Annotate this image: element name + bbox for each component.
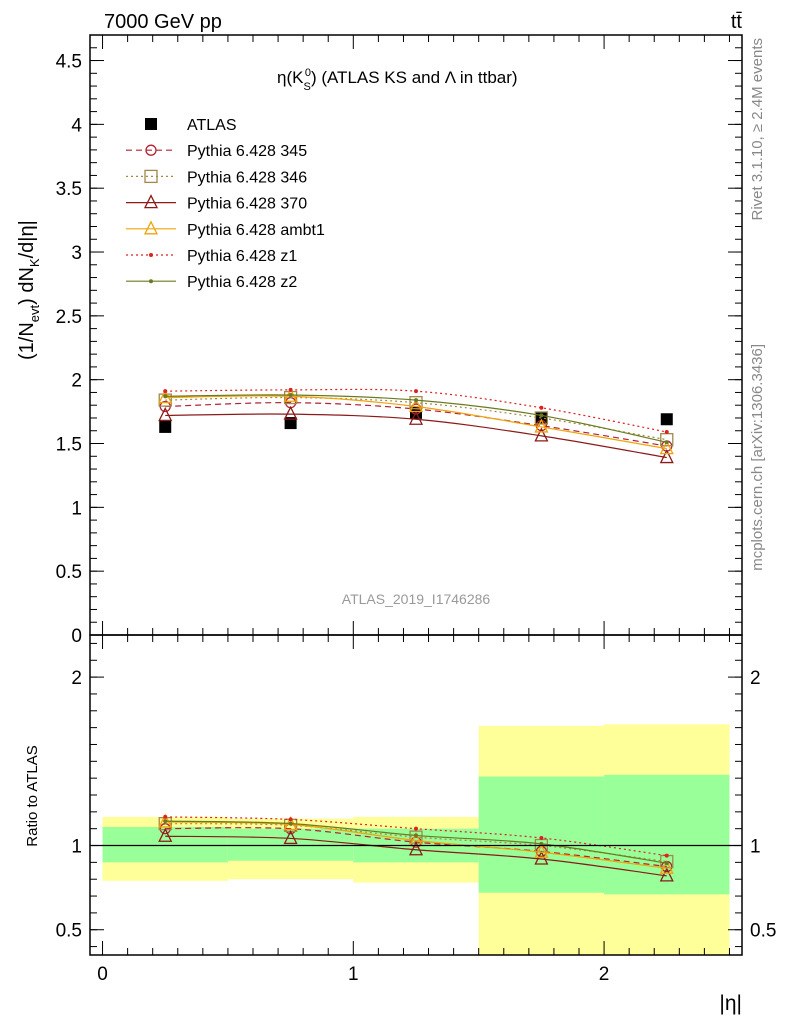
collision-label: 7000 GeV pp — [104, 11, 222, 33]
rivet-label: Rivet 3.1.10, ≥ 2.4M events — [749, 38, 766, 221]
main-point-pythia-6-428-z2-2 — [414, 398, 418, 403]
main-point-pythia-6-428-346-3 — [534, 411, 549, 425]
main-point-pythia-6-428-370-0 — [158, 406, 173, 422]
ratio-point-pythia-6-428-z1-2 — [414, 826, 418, 831]
ratio-ytick-label-right-1: 1 — [750, 837, 761, 858]
main-ytick-label-6: 3 — [71, 243, 82, 264]
main-point-pythia-6-428-370-2 — [408, 410, 424, 425]
main-point-pythia-6-428-z2-1 — [288, 393, 293, 397]
main-ytick-label-1: 0.5 — [56, 562, 82, 583]
legend-marker-pythia-6-428-ambt1 — [143, 220, 159, 235]
legend-marker-pythia-6-428-370 — [143, 194, 159, 209]
main-point-pythia-6-428-346-0 — [158, 393, 172, 407]
ratio-point-pythia-6-428-z1-1 — [288, 817, 293, 822]
band-inner-4 — [604, 774, 730, 895]
legend-label-pythia-6-428-ambt1: Pythia 6.428 ambt1 — [187, 222, 325, 239]
ratio-point-pythia-6-428-z1-3 — [539, 835, 544, 840]
axes: 0 0.5 1 1.5 2 2.5 3 3.5 4 4.5 0 1 2 0.5 0.5 1 1 2 2 — [56, 34, 776, 985]
main-point-pythia-6-428-z1-1 — [288, 387, 293, 392]
main-point-pythia-6-428-370-1 — [283, 405, 298, 420]
ratio-point-pythia-6-428-z2-0 — [163, 819, 168, 824]
main-point-pythia-6-428-z1-0 — [163, 389, 168, 394]
ratio-point-pythia-6-428-ambt1-3 — [534, 843, 549, 858]
main-point-pythia-6-428-z1-4 — [664, 430, 669, 435]
legend-marker-pythia-6-428-345 — [145, 144, 157, 156]
plot-title: η(KS0) (ATLAS KS and Λ in ttbar) — [277, 67, 518, 93]
main-ytick-label-7: 3.5 — [56, 179, 82, 200]
band-inner-3 — [478, 776, 605, 893]
main-point-pythia-6-428-370-3 — [534, 427, 549, 442]
main-point-atlas-1 — [284, 417, 297, 430]
ratio-point-pythia-6-428-370-2 — [408, 841, 424, 856]
main-y-axis-label: (1/Nevt) dNK/d|η| — [16, 220, 42, 360]
main-point-pythia-6-428-z2-0 — [163, 394, 168, 399]
ratio-y-axis-label: Ratio to ATLAS — [24, 745, 41, 846]
main-ytick-label-9: 4.5 — [56, 52, 82, 73]
ratio-point-pythia-6-428-z1-4 — [664, 853, 669, 858]
legend-label-pythia-6-428-346: Pythia 6.428 346 — [187, 169, 307, 186]
ratio-series-lines — [158, 813, 674, 882]
xtick-label-1: 1 — [348, 964, 359, 985]
legend-label-atlas: ATLAS — [187, 117, 237, 134]
main-point-pythia-6-428-z2-4 — [664, 440, 669, 445]
x-axis-label: |η| — [719, 992, 742, 1015]
main-point-pythia-6-428-ambt1-4 — [659, 440, 674, 455]
ratio-line-pythia-6-428-370 — [165, 835, 667, 877]
ratio-point-pythia-6-428-370-1 — [283, 829, 298, 845]
main-point-pythia-6-428-ambt1-2 — [408, 398, 424, 413]
main-ytick-label-2: 1 — [71, 498, 82, 519]
ratio-point-pythia-6-428-z2-1 — [288, 821, 293, 826]
mcplots-label: mcplots.cern.ch [arXiv:1306.3436] — [749, 344, 766, 571]
legend-label-pythia-6-428-345: Pythia 6.428 345 — [187, 143, 307, 160]
ratio-point-pythia-6-428-ambt1-4 — [659, 859, 674, 874]
legend-label-pythia-6-428-z2: Pythia 6.428 z2 — [187, 274, 297, 291]
ratio-ytick-label-left-1: 1 — [71, 837, 82, 858]
ratio-ytick-label-right-0: 0.5 — [750, 921, 776, 942]
main-line-pythia-6-428-346 — [165, 396, 667, 441]
legend-marker-pythia-6-428-z2 — [149, 279, 153, 284]
main-point-pythia-6-428-z2-3 — [539, 413, 544, 418]
main-ytick-label-3: 1.5 — [56, 435, 82, 456]
main-point-pythia-6-428-346-2 — [409, 396, 423, 410]
legend-label-pythia-6-428-z1: Pythia 6.428 z1 — [187, 248, 297, 265]
main-point-pythia-6-428-z1-3 — [539, 405, 544, 410]
main-point-pythia-6-428-370-4 — [659, 449, 674, 464]
legend-marker-pythia-6-428-z1 — [149, 253, 153, 257]
legend: ATLAS Pythia 6.428 345 Pythia 6.428 346 Pyt… — [126, 117, 325, 291]
ratio-uncertainty-bands — [102, 724, 730, 955]
analysis-watermark: ATLAS_2019_I1746286 — [342, 591, 491, 607]
main-ytick-label-0: 0 — [71, 626, 82, 647]
main-point-atlas-0 — [159, 420, 172, 433]
ratio-ytick-label-left-2: 2 — [71, 668, 82, 689]
main-point-pythia-6-428-z1-2 — [414, 389, 418, 394]
ratio-point-pythia-6-428-370-4 — [659, 867, 674, 882]
xtick-label-2: 2 — [599, 964, 610, 985]
main-series-lines — [158, 387, 674, 464]
ratio-point-pythia-6-428-z1-0 — [163, 814, 168, 819]
main-line-pythia-6-428-370 — [165, 413, 667, 459]
main-ytick-label-5: 2.5 — [56, 307, 82, 328]
ratio-point-pythia-6-428-z2-2 — [414, 833, 418, 838]
main-point-pythia-6-428-ambt1-3 — [534, 418, 549, 433]
legend-marker-pythia-6-428-346 — [144, 169, 158, 184]
main-ytick-label-4: 2 — [71, 371, 82, 392]
main-point-atlas-4 — [660, 413, 673, 426]
ratio-point-pythia-6-428-370-3 — [534, 850, 549, 865]
xtick-label-0: 0 — [97, 964, 108, 985]
process-label: tt̄ — [731, 11, 743, 33]
ratio-point-pythia-6-428-z2-3 — [539, 841, 544, 846]
band-inner-0 — [102, 827, 228, 863]
ratio-ytick-label-left-0: 0.5 — [56, 921, 82, 942]
main-ytick-label-8: 4 — [71, 115, 82, 136]
ratio-point-pythia-6-428-z2-4 — [664, 861, 669, 866]
ratio-point-pythia-6-428-370-0 — [158, 827, 173, 842]
main-line-pythia-6-428-ambt1 — [165, 395, 667, 450]
legend-marker-atlas — [145, 118, 157, 130]
ratio-ytick-label-right-2: 2 — [750, 668, 761, 689]
legend-label-pythia-6-428-370: Pythia 6.428 370 — [187, 196, 307, 213]
